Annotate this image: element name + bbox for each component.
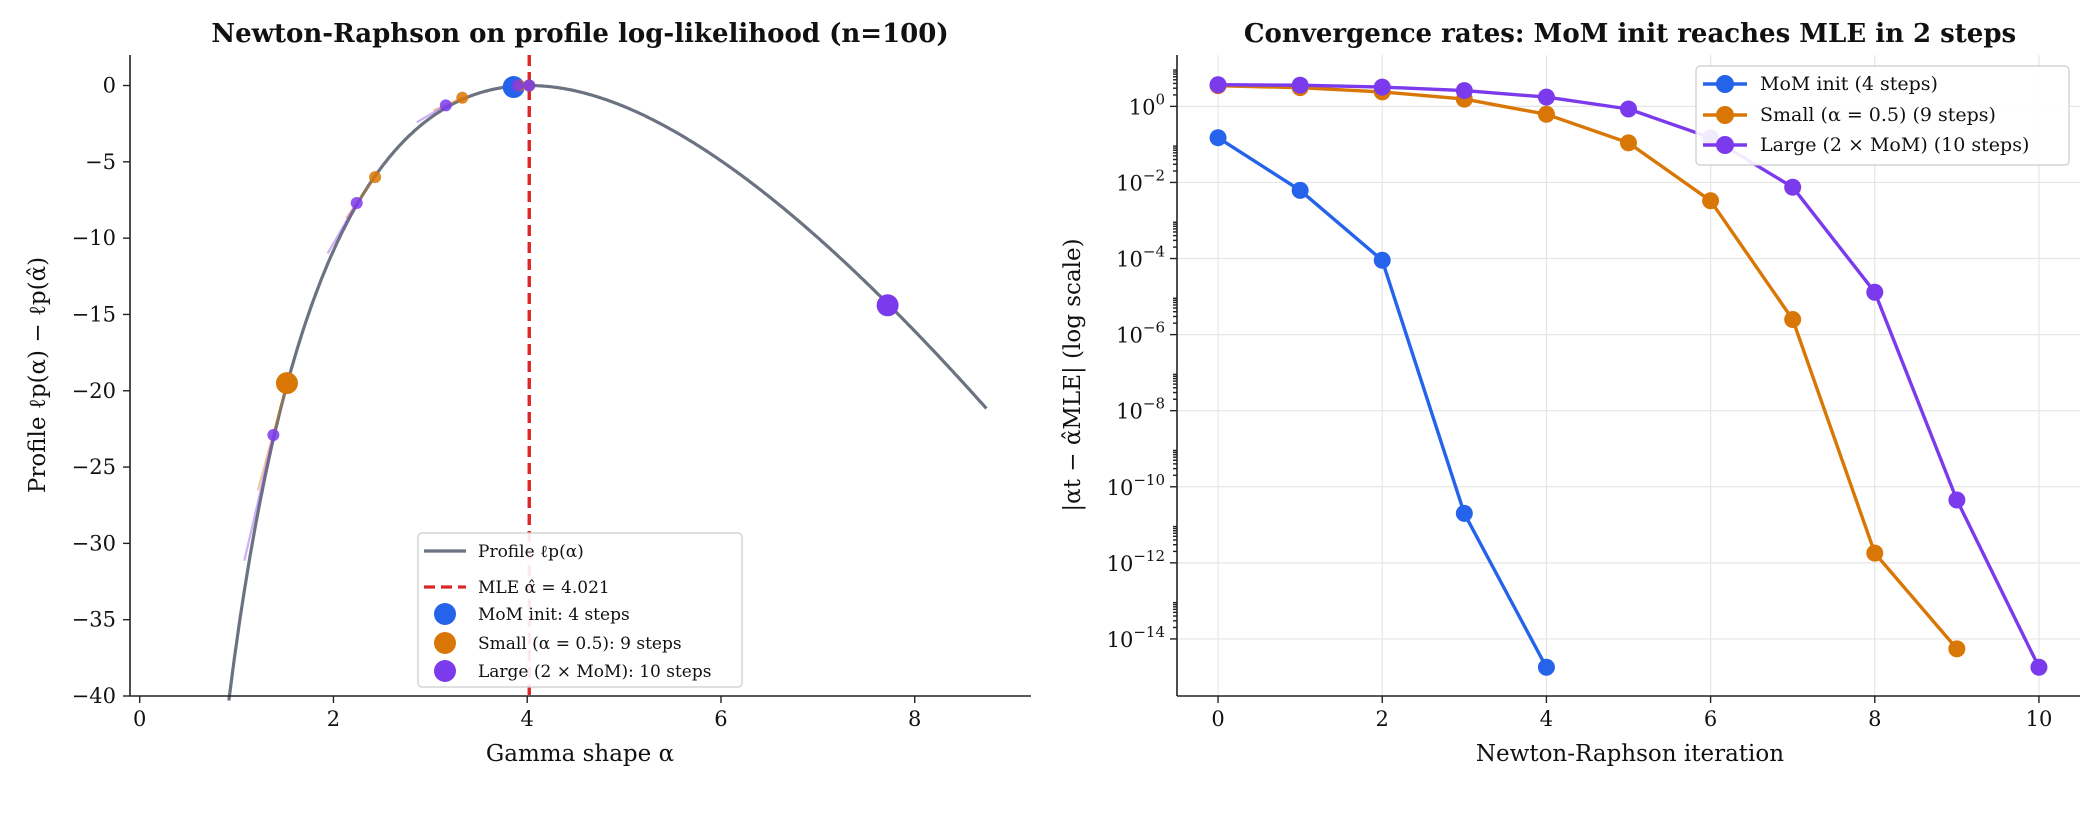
mom-convergence-point (1455, 504, 1473, 522)
mom-convergence-point (1209, 129, 1227, 147)
legend-r-small-marker (1716, 106, 1734, 124)
mom-convergence-point (1373, 251, 1391, 269)
right-x-tick-label: 10 (2026, 707, 2053, 731)
right-x-tick-label: 8 (1868, 707, 1881, 731)
left-y-tick-label: −15 (72, 302, 116, 326)
tangent-segment (243, 434, 275, 562)
large-convergence-point (1537, 88, 1555, 106)
legend-r-entry-small: Small (α = 0.5) (9 steps) (1760, 104, 1996, 126)
legend-r-large-marker (1716, 136, 1734, 154)
right-x-ticks: 0 2 4 6 8 10 (1211, 696, 2052, 731)
right-axes (1176, 55, 2080, 697)
small-convergence-point (1948, 640, 1966, 658)
left-panel: Newton-Raphson on profile log-likelihood… (25, 19, 1031, 767)
small-iterate-point (369, 171, 382, 184)
left-y-tick-label: 0 (103, 74, 116, 98)
right-y-tick-label: 10−14 (1107, 623, 1165, 652)
mom-convergence-point (1537, 658, 1555, 676)
right-y-tick-label: 10−10 (1107, 471, 1165, 500)
large-convergence-line (1217, 83, 2041, 669)
left-y-tick-label: −10 (72, 226, 116, 250)
right-y-tick-label: 10−12 (1107, 547, 1165, 576)
large-convergence-point (1209, 76, 1227, 94)
legend-r-entry-large: Large (2 × MoM) (10 steps) (1760, 134, 2029, 156)
large-iterate-point (350, 197, 363, 210)
legend-r-entry-mom: MoM init (4 steps) (1760, 73, 1938, 95)
small-convergence-point (1702, 192, 1720, 210)
large-convergence-point (1948, 491, 1966, 509)
large-iterate-point (439, 99, 452, 112)
right-x-tick-label: 4 (1540, 707, 1553, 731)
left-title: Newton-Raphson on profile log-likelihood… (211, 19, 948, 49)
right-x-axis-label: Newton-Raphson iteration (1476, 741, 1784, 767)
large-convergence-point (1784, 178, 1802, 196)
left-y-tick-label: −40 (72, 684, 116, 708)
small-iterate-point (275, 372, 298, 395)
right-y-ticks: 100 10−2 10−4 10−6 10−8 10−10 10−12 10−14 (1107, 69, 1177, 652)
large-convergence-point (1455, 82, 1473, 100)
right-y-tick-label: 10−4 (1116, 243, 1165, 272)
right-panel: Convergence rates: MoM init reaches MLE … (1060, 19, 2080, 767)
tangent-segment (326, 202, 358, 254)
left-y-axis-label: Profile ℓp(α) − ℓp(α̂) (25, 257, 51, 493)
small-convergence-line (1217, 84, 1959, 650)
left-x-ticks: 0 2 4 6 8 (133, 696, 921, 731)
left-x-tick-label: 0 (133, 707, 146, 731)
large-iterate-point (511, 79, 524, 92)
right-y-tick-label: 10−8 (1116, 395, 1165, 424)
left-x-tick-label: 6 (714, 707, 727, 731)
right-title: Convergence rates: MoM init reaches MLE … (1244, 19, 2016, 49)
legend-entry-large: Large (2 × MoM): 10 steps (478, 662, 711, 682)
small-convergence-point (1866, 544, 1884, 562)
small-convergence-point (1620, 134, 1637, 152)
large-iterate-point (523, 79, 536, 92)
right-gridlines (1177, 55, 2080, 696)
legend-r-mom-marker (1716, 75, 1734, 93)
small-convergence-point (1784, 310, 1802, 328)
right-x-tick-label: 2 (1376, 707, 1389, 731)
right-x-tick-label: 6 (1704, 707, 1717, 731)
large-convergence-point (2030, 658, 2048, 676)
right-legend: MoM init (4 steps) Small (α = 0.5) (9 st… (1695, 65, 2070, 166)
legend-entry-small: Small (α = 0.5): 9 steps (478, 634, 682, 654)
left-plot-area (227, 55, 988, 701)
left-x-tick-label: 4 (521, 707, 534, 731)
right-y-axis-label: |αt − α̂MLE| (log scale) (1060, 238, 1086, 511)
right-plot-area (1209, 76, 2048, 676)
large-convergence-point (1291, 76, 1309, 94)
left-x-tick-label: 2 (327, 707, 340, 731)
large-iterate-point (876, 294, 899, 317)
large-convergence-point (1373, 78, 1391, 96)
left-legend: Profile ℓp(α) MLE α̂ = 4.021 MoM init: 4… (417, 532, 743, 688)
left-y-tick-label: −5 (85, 150, 116, 174)
small-convergence-point (1537, 105, 1555, 123)
legend-small-swatch (434, 632, 456, 654)
right-x-tick-label: 0 (1211, 707, 1224, 731)
legend-large-swatch (434, 660, 456, 682)
small-iterate-point (456, 91, 469, 104)
left-x-tick-label: 8 (908, 707, 921, 731)
right-y-tick-label: 100 (1129, 90, 1165, 119)
legend-entry-mle: MLE α̂ = 4.021 (478, 578, 610, 598)
large-convergence-point (1866, 283, 1884, 301)
large-iterate-point (267, 429, 280, 442)
legend-mom-swatch (434, 603, 456, 625)
mom-convergence-point (1291, 181, 1309, 199)
legend-entry-mom: MoM init: 4 steps (478, 605, 630, 625)
right-y-tick-label: 10−2 (1116, 166, 1165, 195)
left-y-tick-label: −25 (72, 455, 116, 479)
left-y-tick-label: −30 (72, 531, 116, 555)
left-legend-frame (417, 532, 743, 688)
left-y-tick-label: −35 (72, 608, 116, 632)
right-legend-frame (1695, 65, 2070, 166)
left-y-ticks: 0 −5 −10 −15 −20 −25 −30 −35 −40 (72, 74, 130, 708)
left-y-tick-label: −20 (72, 379, 116, 403)
left-x-axis-label: Gamma shape α (486, 741, 674, 767)
large-convergence-point (1620, 100, 1637, 118)
right-y-tick-label: 10−6 (1116, 319, 1165, 348)
legend-entry-profile: Profile ℓp(α) (478, 542, 584, 562)
tangent-segment (345, 176, 377, 220)
